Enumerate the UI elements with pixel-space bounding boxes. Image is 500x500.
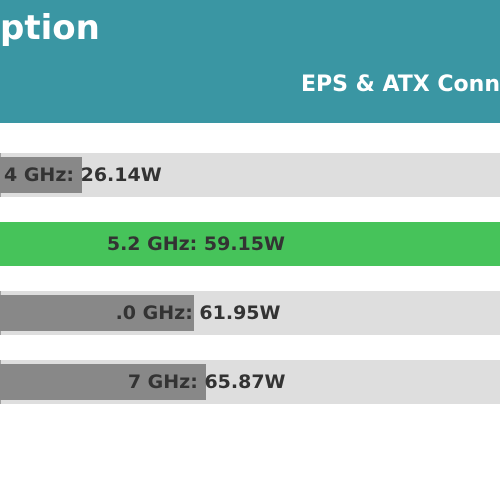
bar-watts: 26.14W (81, 164, 162, 186)
bar-ghz: 7 GHz (128, 371, 190, 393)
bar-row: .0 GHz: 61.95W (0, 291, 500, 335)
bar-label: .0 GHz: 61.95W (116, 302, 281, 324)
header: ption EPS & ATX Conn (0, 0, 500, 123)
bar-label: 7 GHz: 65.87W (128, 371, 286, 393)
bar-ghz: .0 GHz (116, 302, 186, 324)
bar-watts: 59.15W (204, 233, 285, 255)
bar-watts: 65.87W (204, 371, 285, 393)
bar-ghz: 4 GHz (4, 164, 66, 186)
bar-chart: 4 GHz: 26.14W 5.2 GHz: 59.15W .0 GHz: 61… (0, 123, 500, 404)
bar-row: 4 GHz: 26.14W (0, 153, 500, 197)
bar-row: 5.2 GHz: 59.15W (0, 222, 500, 266)
bar-row: 7 GHz: 65.87W (0, 360, 500, 404)
page-title: ption (0, 10, 100, 47)
bar-label: 4 GHz: 26.14W (4, 164, 162, 186)
header-subtitle: EPS & ATX Conn (301, 72, 500, 97)
bar-watts: 61.95W (199, 302, 280, 324)
bar-label: 5.2 GHz: 59.15W (107, 233, 285, 255)
bar-ghz: 5.2 GHz (107, 233, 190, 255)
